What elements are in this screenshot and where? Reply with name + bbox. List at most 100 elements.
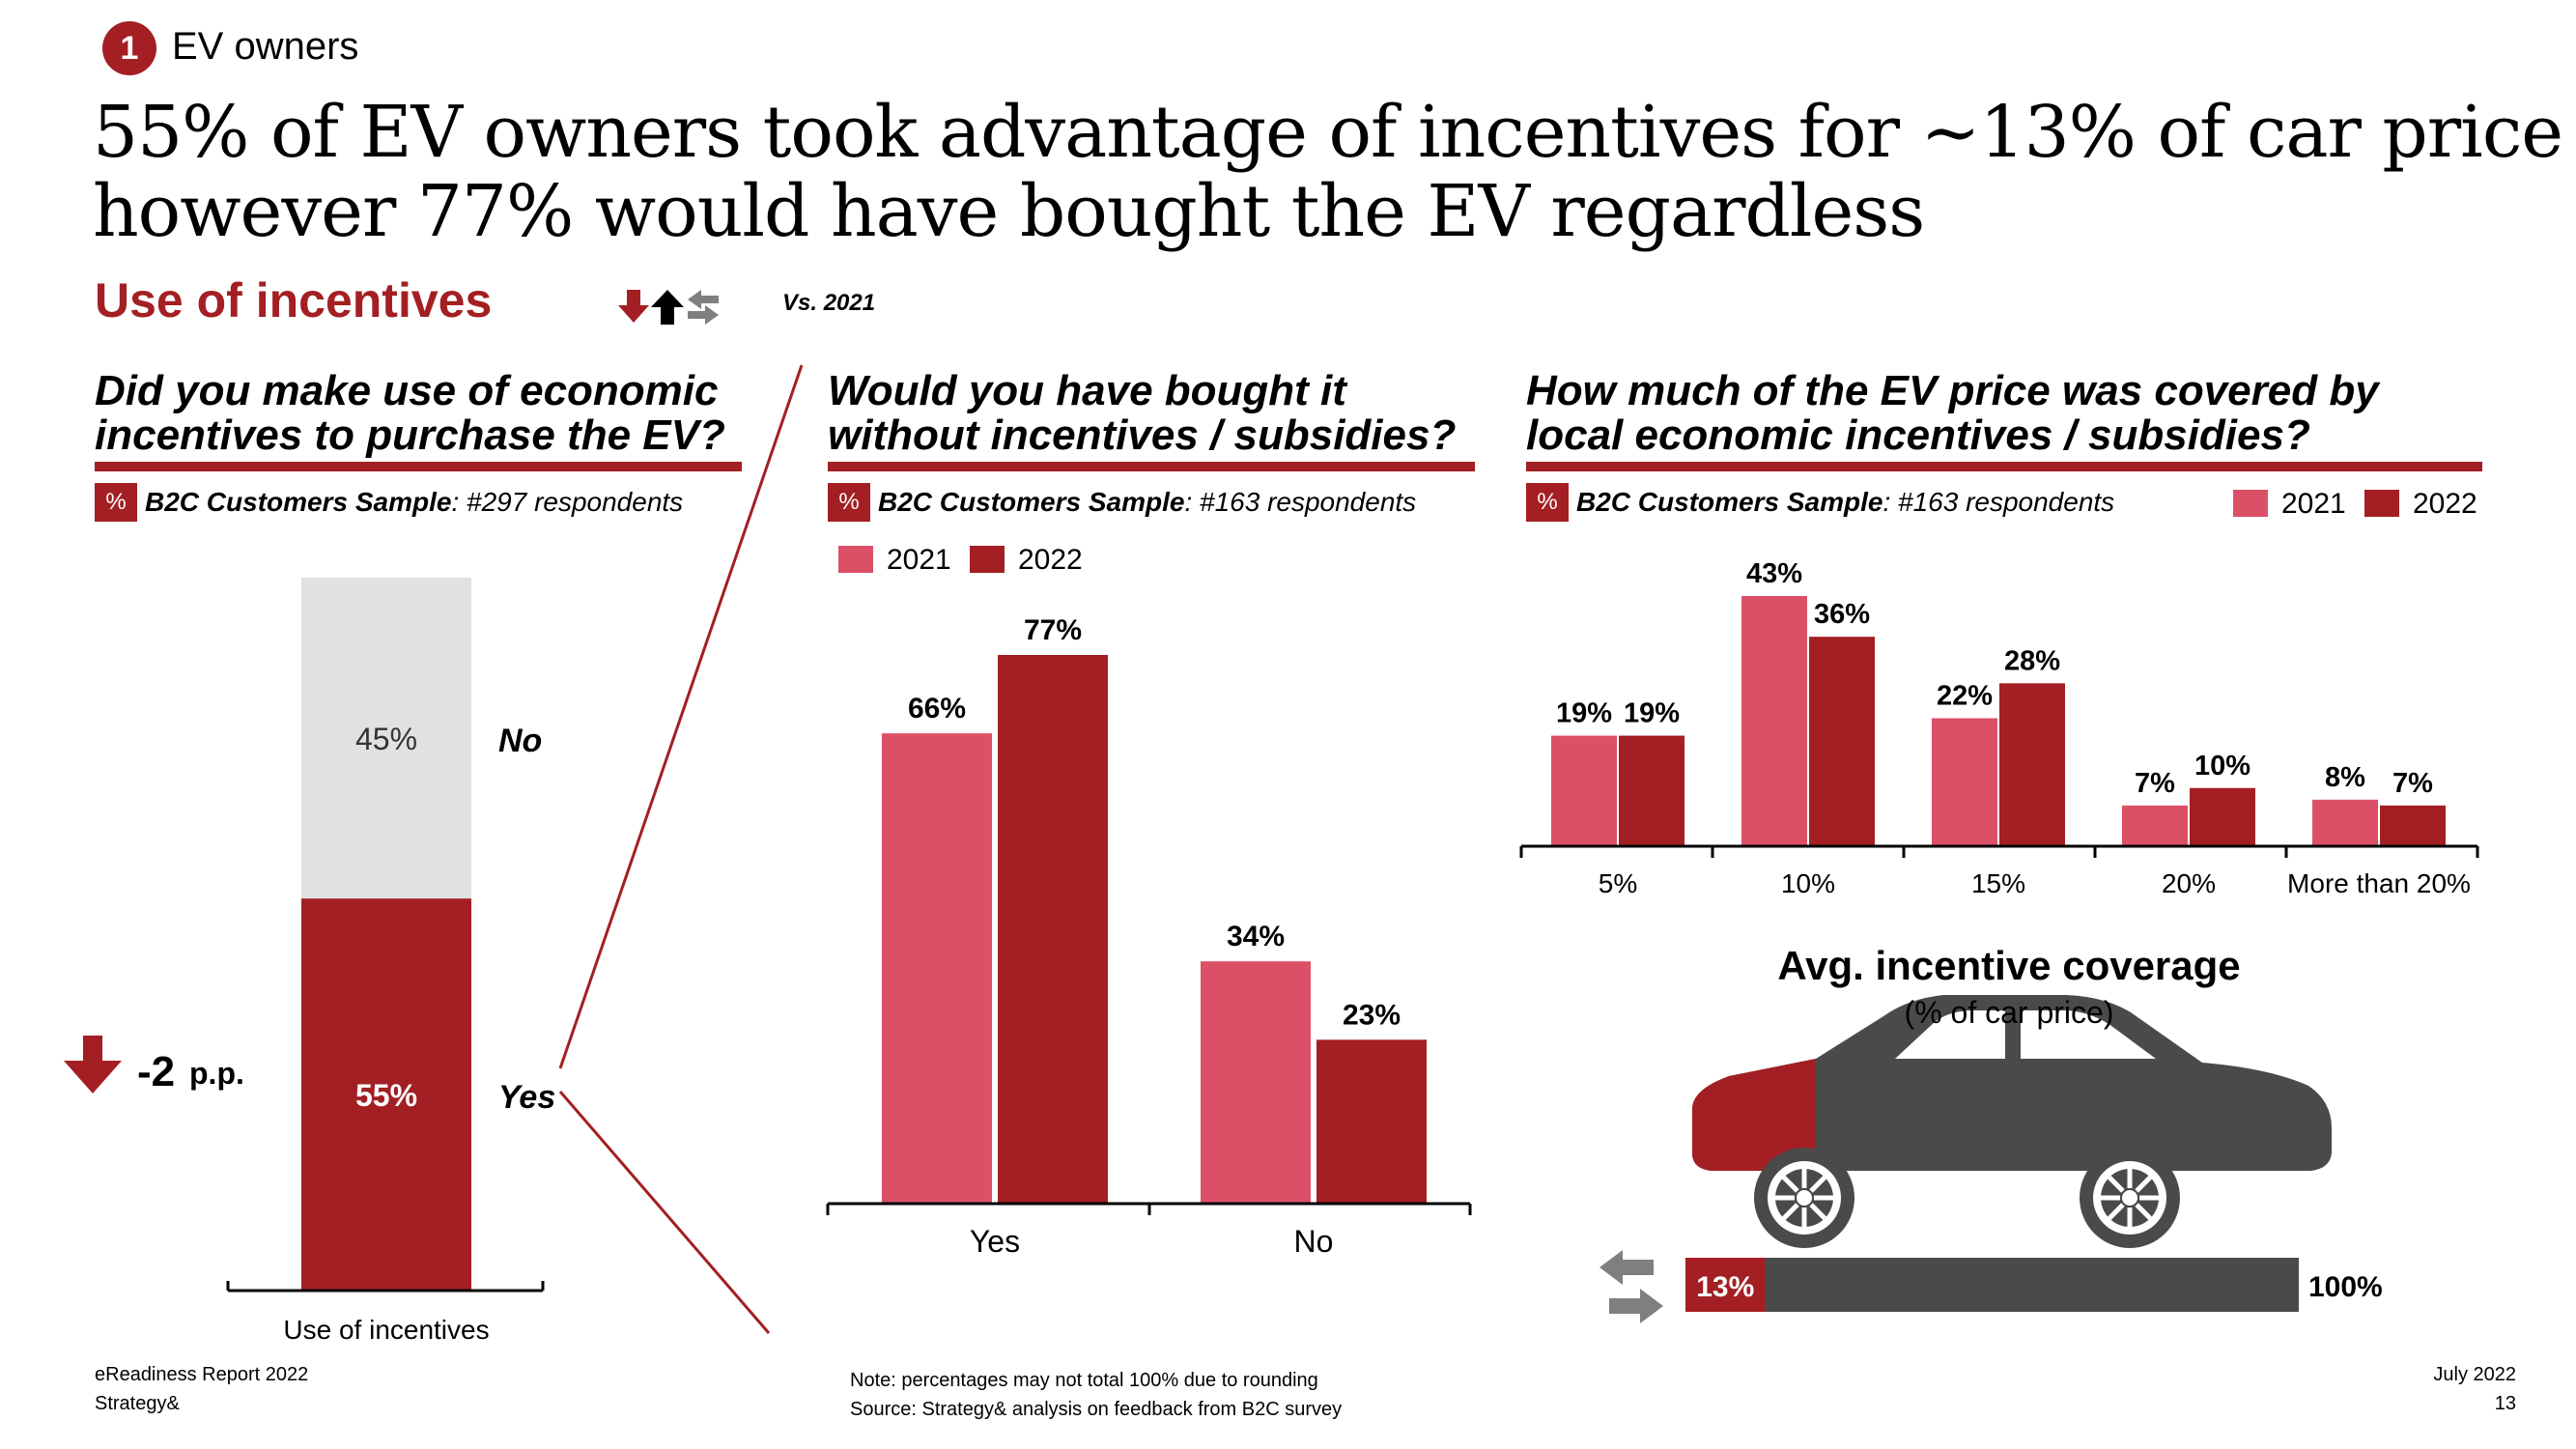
data-label: 7% [2392,768,2433,799]
sample-count: : #163 respondents [1882,487,2115,517]
sample-count: : #297 respondents [451,487,684,517]
headline-line-1: 55% of EV owners took advantage of incen… [93,91,2563,174]
bar-2021 [2312,799,2378,846]
legend-label-2022: 2022 [2413,488,2477,520]
percent-icon: % [828,483,870,522]
panel-3-legend-2022: 2022 [2364,487,2477,522]
car-window [2021,1010,2156,1059]
arrow-swap-icon [1609,1289,1663,1323]
data-label: 36% [1814,599,1870,630]
data-label: 23% [1343,999,1401,1031]
bar-segment-no [301,578,471,899]
data-label-yes: 55% [355,1078,417,1113]
vs-label: Vs. 2021 [782,290,876,316]
bar-2021 [1932,718,1997,846]
data-label: 19% [1624,698,1680,729]
panel-3-question: How much of the EV price was covered by … [1526,369,2379,458]
footer-date: July 2022 [2433,1364,2516,1385]
change-value: -2 [137,1048,175,1095]
panel-2-legend-2022: 2022 [970,543,1083,578]
data-label-coverage: 13% [1696,1271,1754,1303]
x-tick-label: 10% [1781,868,1835,898]
wheel-spoke [1782,1176,1799,1193]
panel-1-divider [95,462,742,471]
data-label-total: 100% [2308,1271,2383,1303]
legend-swatch-2022 [2364,490,2399,518]
footer-left: eReadiness Report 2022 Strategy& [95,1360,308,1418]
legend-swatch-2022 [970,546,1005,574]
footer-right: July 2022 13 [2433,1360,2516,1418]
legend-label-2021: 2021 [2281,488,2346,520]
bar-2022 [2190,787,2255,846]
section-number-badge: 1 [102,21,156,75]
chart-2-grouped-bars: 66% 77% Yes 34% 23% No [826,614,1472,1259]
segment-label-no: No [498,723,542,759]
arrow-swap-icon [1599,1250,1663,1323]
car-body [1692,995,2332,1171]
data-label: 22% [1937,680,1993,711]
bar-total [1685,1258,2299,1312]
legend-label-2021: 2021 [887,544,951,576]
panel-2-divider [828,462,1475,471]
wheel-center [2122,1190,2137,1206]
wheel-spoke [2108,1176,2125,1193]
footer-source: Source: Strategy& analysis on feedback f… [850,1399,1343,1420]
x-tick-label: 20% [2162,868,2216,898]
panel-1-sample: % B2C Customers Sample: #297 respondents [95,483,683,522]
connector-line [558,1091,771,1334]
connector-line [558,364,804,1069]
x-tick-label: 15% [1971,868,2025,898]
car-window [1895,1010,2005,1059]
chart-3-grouped-bars: 19% 19% 5% 43% 36% 10% 22% 28% 15% 7% 10% 20% 8% 7% Mo… [1519,558,2479,898]
change-indicator: -2 p.p. [64,1036,244,1095]
legend-swatch-2021 [838,546,873,574]
wheel-spoke [2135,1203,2152,1220]
wheel-spoke [1782,1203,1799,1220]
sample-count: : #163 respondents [1184,487,1417,517]
bar-2021 [882,733,992,1204]
footer-notes: Note: percentages may not total 100% due… [850,1366,1342,1424]
bar-2022 [1809,637,1875,846]
car-body-highlight [1692,1059,1816,1171]
data-label: 8% [2325,762,2365,793]
wheel-spoke [1809,1176,1826,1193]
footer-note: Note: percentages may not total 100% due… [850,1370,1318,1391]
panel-3-question-line-2: local economic incentives / subsidies? [1526,412,2310,459]
bar-2021 [1551,735,1617,846]
data-label: 10% [2194,751,2250,781]
arrow-down-icon [618,290,649,323]
legend-swatch-2021 [2233,490,2268,518]
bar-2022 [1999,683,2065,846]
panel-2-question-line-2: without incentives / subsidies? [828,412,1457,459]
change-unit: p.p. [189,1056,244,1091]
wheel-spoke [1809,1203,1826,1220]
bar-2022 [2380,805,2446,846]
panel-2-question: Would you have bought it without incenti… [828,369,1456,458]
arrow-up-icon [651,290,684,325]
x-tick-label: Use of incentives [283,1315,489,1345]
data-label: 7% [2135,768,2175,799]
arrow-swap-icon [1599,1250,1654,1285]
panel-1-question-line-1: Did you make use of economic [95,367,719,414]
footer-company: Strategy& [95,1393,180,1414]
sample-label: B2C Customers Sample [145,487,452,517]
data-label: 34% [1227,921,1285,952]
segment-label-yes: Yes [498,1079,555,1116]
section-label: EV owners [172,25,359,68]
headline-line-2: however 77% would have bought the EV reg… [93,170,1925,253]
panel-2-question-line-1: Would you have bought it [828,367,1346,414]
bar-2021 [1741,596,1807,846]
x-tick-label: More than 20% [2287,868,2471,898]
panel-1-question-line-2: incentives to purchase the EV? [95,412,725,459]
wheel-spoke [2135,1176,2152,1193]
data-label-no: 45% [355,722,417,756]
legend-label-2022: 2022 [1018,544,1083,576]
data-label: 28% [2004,645,2060,676]
panel-3-question-line-1: How much of the EV price was covered by [1526,367,2379,414]
change-legend [618,290,719,325]
chart-1-stacked-bar: 55% 45% Yes No Use of incentives [226,578,555,1345]
data-label: 43% [1746,558,1802,589]
bar-2022 [1619,735,1684,846]
panel-3-legend-2021: 2021 [2233,487,2346,522]
